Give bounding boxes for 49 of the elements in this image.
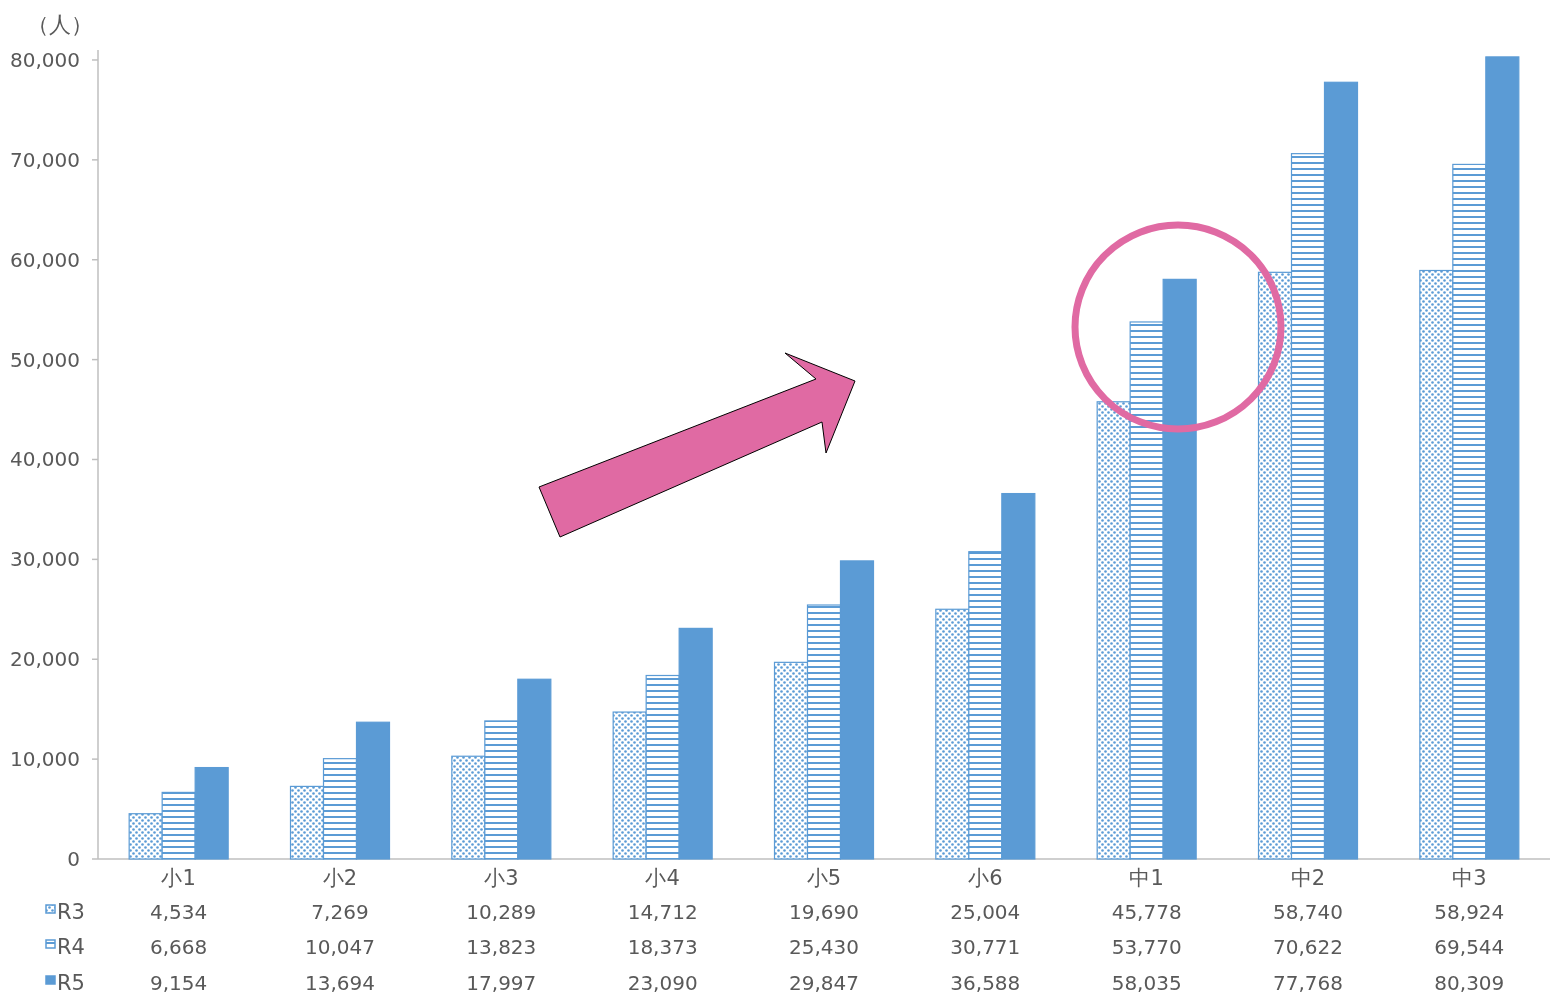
data-label: 13,694 bbox=[305, 971, 375, 994]
y-axis-title: （人） bbox=[27, 12, 93, 37]
data-label: 58,035 bbox=[1111, 971, 1182, 994]
data-label: 80,309 bbox=[1434, 971, 1505, 994]
y-tick-label: 40,000 bbox=[10, 447, 80, 472]
y-tick-label: 0 bbox=[67, 847, 80, 871]
x-tick-label: 小3 bbox=[484, 866, 519, 890]
x-tick-label: 小4 bbox=[645, 866, 680, 890]
y-tick-label: 70,000 bbox=[10, 147, 80, 172]
data-label: 58,740 bbox=[1273, 900, 1343, 924]
data-label: 25,430 bbox=[789, 935, 859, 959]
data-label: 17,997 bbox=[466, 971, 537, 994]
x-tick-label: 小1 bbox=[161, 866, 196, 890]
data-label: 10,289 bbox=[466, 900, 537, 924]
data-label: 45,778 bbox=[1111, 900, 1182, 924]
legend-label: R4 bbox=[57, 935, 85, 959]
data-label: 53,770 bbox=[1111, 935, 1182, 959]
data-label: 70,622 bbox=[1273, 935, 1343, 959]
data-label: 14,712 bbox=[627, 900, 698, 924]
data-label: 9,154 bbox=[150, 971, 208, 994]
data-label: 30,771 bbox=[950, 935, 1021, 959]
data-label: 58,924 bbox=[1434, 900, 1505, 924]
y-tick-label: 50,000 bbox=[10, 347, 80, 372]
data-label: 69,544 bbox=[1434, 935, 1505, 959]
x-tick-label: 小5 bbox=[806, 866, 842, 890]
data-label: 23,090 bbox=[627, 971, 698, 994]
data-label: 77,768 bbox=[1273, 971, 1343, 994]
data-label: 6,668 bbox=[150, 935, 208, 959]
data-label: 4,534 bbox=[150, 900, 208, 924]
y-tick-label: 20,000 bbox=[10, 647, 80, 672]
legend-label: R3 bbox=[57, 900, 85, 924]
y-tick-label: 30,000 bbox=[10, 547, 80, 572]
data-label: 19,690 bbox=[789, 900, 859, 924]
y-tick-label: 60,000 bbox=[10, 247, 80, 272]
data-label: 13,823 bbox=[466, 935, 537, 959]
data-label: 29,847 bbox=[789, 971, 859, 994]
y-tick-label: 10,000 bbox=[10, 747, 80, 772]
data-label: 10,047 bbox=[305, 935, 375, 959]
data-label: 18,373 bbox=[627, 935, 698, 959]
data-label: 36,588 bbox=[950, 971, 1021, 994]
x-tick-label: 中2 bbox=[1290, 866, 1326, 890]
legend-label: R5 bbox=[57, 971, 85, 994]
x-tick-label: 小6 bbox=[968, 866, 1003, 890]
data-label: 7,269 bbox=[311, 900, 369, 924]
x-tick-label: 中3 bbox=[1452, 866, 1487, 890]
x-tick-label: 中1 bbox=[1129, 866, 1164, 890]
x-tick-label: 小2 bbox=[322, 866, 358, 890]
y-tick-label: 80,000 bbox=[10, 47, 80, 72]
data-label: 25,004 bbox=[950, 900, 1021, 924]
